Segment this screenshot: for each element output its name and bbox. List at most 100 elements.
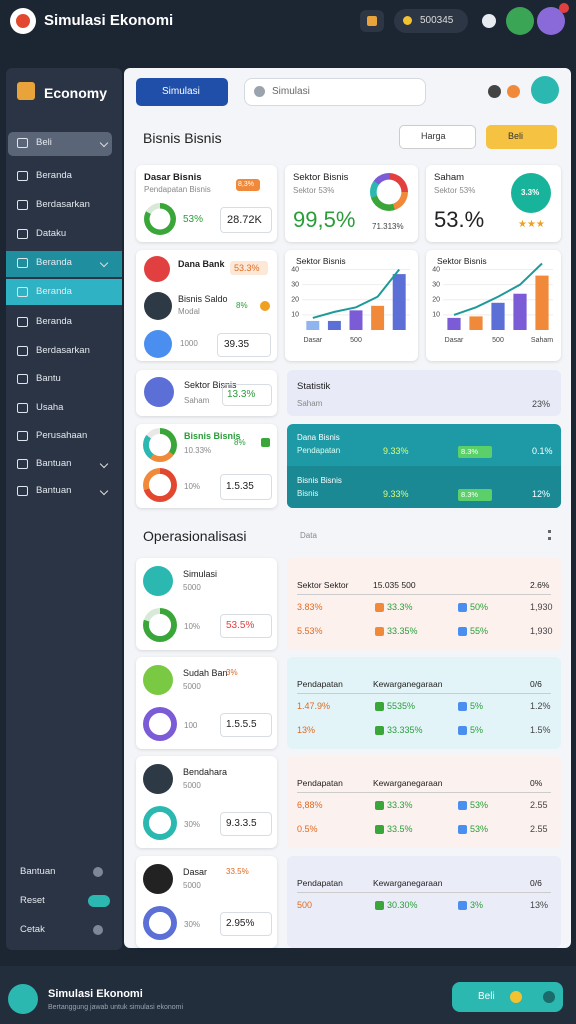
panel <box>287 370 561 416</box>
balance: 500345 <box>420 15 454 26</box>
toggle[interactable] <box>88 895 110 907</box>
nav-footer-item[interactable]: Reset <box>20 895 45 906</box>
table-header: Kewarganegaraan <box>373 679 443 689</box>
avatar <box>143 566 173 596</box>
app-title: Simulasi Ekonomi <box>44 12 174 29</box>
nav-icon <box>17 287 28 297</box>
item-value: 39.35 <box>224 339 250 350</box>
more-menu[interactable] <box>548 530 551 540</box>
badge <box>458 446 492 458</box>
table-cell: 3% <box>470 900 484 910</box>
nav-footer-item[interactable]: Bantuan <box>20 866 56 877</box>
icon <box>375 726 384 735</box>
panel-subtitle: Saham <box>297 399 323 408</box>
nav-footer-icon <box>93 925 103 935</box>
card-subtitle: Saham <box>184 396 210 405</box>
table-header: 0/6 <box>530 878 542 888</box>
nav-item[interactable]: Beranda <box>36 170 72 181</box>
item-value: 8% <box>236 301 248 310</box>
button-label[interactable]: Simulasi <box>162 86 200 97</box>
rating: ★★★ <box>518 219 545 230</box>
icon <box>458 726 467 735</box>
table-cell: 33.335% <box>387 725 423 735</box>
value: 28.72K <box>227 214 262 226</box>
percent: 10% <box>184 622 201 631</box>
logo-mark <box>16 14 30 28</box>
button-label[interactable]: Beli <box>478 991 495 1002</box>
value: 1.5.35 <box>226 481 254 492</box>
badge-label: 33.5% <box>226 867 249 876</box>
table-cell: 1,930 <box>530 602 553 612</box>
card-subtitle: 5000 <box>183 781 201 790</box>
card-subtitle: 5000 <box>183 583 201 592</box>
icon <box>375 627 384 636</box>
badge <box>559 3 569 13</box>
icon <box>543 991 555 1003</box>
search-placeholder[interactable]: Simulasi <box>272 86 310 97</box>
dropdown-label[interactable]: Harga <box>421 131 446 141</box>
panel <box>287 558 561 650</box>
badge-label: 8% <box>234 438 246 447</box>
row-value: 9.33% <box>383 446 409 456</box>
table-cell: 0.5% <box>297 824 318 834</box>
icon <box>375 825 384 834</box>
nav-icon <box>17 258 28 268</box>
avatar <box>506 7 534 35</box>
nav-item[interactable]: Bantuan <box>36 458 72 469</box>
nav-item[interactable]: Beranda <box>36 316 72 327</box>
nav-item[interactable]: Berdasarkan <box>36 199 90 210</box>
buy-button[interactable] <box>486 125 557 149</box>
row-sub: Bisnis <box>297 489 319 498</box>
nav-item[interactable]: Berdasarkan <box>36 345 90 356</box>
table-cell: 13% <box>530 900 549 910</box>
nav-item[interactable]: Beranda <box>36 286 72 297</box>
nav-item[interactable]: Beranda <box>36 257 72 268</box>
avatar <box>531 76 559 104</box>
card <box>285 250 418 361</box>
table-cell: 33.3% <box>387 602 413 612</box>
table-cell: 6,88% <box>297 800 323 810</box>
nav-icon <box>17 138 28 148</box>
value: 1.5.5.5 <box>226 719 257 730</box>
panel-value: 23% <box>532 399 551 409</box>
divider <box>297 594 551 595</box>
note: 71.313% <box>372 222 404 231</box>
value-box <box>222 384 272 406</box>
footer-subtitle: Bertanggung jawab untuk simulasi ekonomi <box>48 1004 184 1011</box>
table-cell: 30.30% <box>387 900 418 910</box>
nav-item[interactable]: Bantu <box>36 373 61 384</box>
sidebar-logo <box>17 82 35 100</box>
coin-icon <box>403 16 412 25</box>
divider <box>297 792 551 793</box>
nav-item[interactable]: Usaha <box>36 402 64 413</box>
item-value: 53.3% <box>234 263 260 273</box>
simulate-button[interactable] <box>136 78 228 106</box>
nav-item[interactable]: Dataku <box>36 228 67 239</box>
dropdown[interactable] <box>399 125 476 149</box>
icon <box>488 85 501 98</box>
nav-footer-item[interactable]: Cetak <box>20 924 45 935</box>
panel <box>287 756 561 848</box>
nav-item[interactable]: Perusahaan <box>36 430 88 441</box>
nav-item[interactable]: Beli <box>36 137 52 148</box>
item-name: Dana Bank <box>178 259 225 269</box>
row-value: 9.33% <box>383 489 409 499</box>
badge-label: 3.3% <box>521 188 540 197</box>
card-subtitle: Pendapatan Bisnis <box>144 185 211 194</box>
button-label[interactable]: Beli <box>508 131 524 141</box>
avatar <box>144 292 172 320</box>
divider <box>297 892 551 893</box>
percent: 30% <box>184 820 201 829</box>
icon <box>144 330 172 358</box>
search-box[interactable] <box>244 78 426 106</box>
avatar <box>143 764 173 794</box>
value-box <box>217 333 271 357</box>
nav-active <box>6 251 122 277</box>
table-cell: 1,930 <box>530 626 553 636</box>
nav-icon <box>17 486 28 496</box>
icon <box>260 301 270 311</box>
nav-item[interactable]: Bantuan <box>36 485 72 496</box>
percent: 30% <box>184 920 201 929</box>
table-cell: 53% <box>470 824 489 834</box>
sidebar <box>6 68 122 950</box>
